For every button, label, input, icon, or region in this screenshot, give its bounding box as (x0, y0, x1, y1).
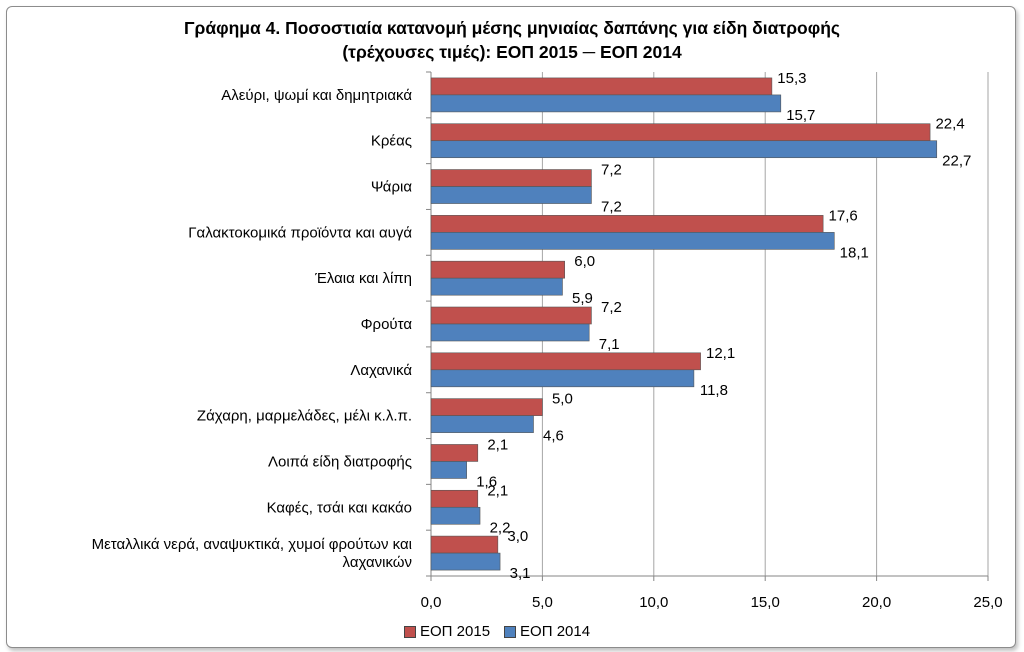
data-label-2014: 3,1 (510, 565, 531, 582)
category-label: Λοιπά είδη διατροφής (268, 453, 412, 470)
data-label-2014: 11,8 (700, 382, 728, 399)
category-label: Έλαια και λίπη (314, 270, 412, 287)
data-label-2014: 7,2 (601, 199, 622, 216)
data-label-2014: 4,6 (543, 428, 564, 445)
x-tick-label: 10,0 (639, 594, 668, 611)
bar-2014 (430, 140, 938, 159)
x-tick-label: 0,0 (421, 594, 442, 611)
data-label-2015: 7,2 (601, 162, 622, 179)
bar-2015 (430, 535, 499, 554)
data-label-2015: 2,1 (487, 436, 508, 453)
legend-label-2014: ΕΟΠ 2014 (520, 623, 591, 640)
data-label-2015: 5,0 (552, 391, 573, 408)
data-label-2014: 7,1 (599, 336, 620, 353)
data-label-2014: 15,7 (786, 107, 815, 124)
data-label-2015: 6,0 (574, 253, 595, 270)
category-label: Κρέας (371, 133, 412, 150)
bar-2014 (430, 277, 563, 296)
legend-swatch-2015 (404, 625, 416, 638)
category-label: Λαχανικά (350, 362, 412, 379)
category-label: Φρούτα (361, 316, 413, 333)
bar-2014 (430, 369, 695, 388)
bar-2015 (430, 123, 931, 142)
data-label-2015: 3,0 (507, 528, 528, 545)
category-label: Καφές, τσάι και κακάο (267, 499, 412, 516)
bar-2015 (430, 398, 543, 416)
category-label: λαχανικών (343, 554, 412, 571)
bar-2014 (430, 186, 592, 204)
category-label: Ψάρια (371, 179, 412, 196)
bar-2014 (430, 552, 501, 571)
category-label: Αλεύρι, ψωμί και δημητριακά (221, 87, 412, 104)
chart-title: Γράφημα 4. Ποσοστιαία κατανομή μέσης μην… (0, 16, 1024, 64)
legend: ΕΟΠ 2015 ΕΟΠ 2014 (404, 623, 604, 640)
bar-2015 (430, 77, 773, 96)
data-label-2014: 2,2 (490, 519, 511, 536)
data-label-2014: 22,7 (942, 153, 971, 170)
legend-item-2014: ΕΟΠ 2014 (504, 623, 590, 640)
data-label-2015: 17,6 (829, 207, 858, 224)
data-label-2015: 7,2 (601, 299, 622, 316)
legend-item-2015: ΕΟΠ 2015 (404, 623, 490, 640)
data-label-2015: 2,1 (487, 482, 508, 499)
x-tick-label: 15,0 (751, 594, 780, 611)
category-label: Ζάχαρη, μαρμελάδες, μέλι κ.λ.π. (197, 408, 412, 425)
bar-2014 (430, 323, 590, 342)
x-tick-label: 20,0 (862, 594, 891, 611)
data-label-2014: 1,6 (476, 473, 497, 490)
x-tick-label: 25,0 (973, 594, 1002, 611)
data-label-2015: 15,3 (777, 70, 806, 87)
bar-2014 (430, 94, 782, 113)
category-label: Μεταλλικά νερά, αναψυκτικά, χυμοί φρούτω… (92, 536, 412, 553)
chart-title-line1: Γράφημα 4. Ποσοστιαία κατανομή μέσης μην… (183, 18, 841, 38)
bar-2015 (430, 444, 479, 462)
bar-2014 (430, 506, 481, 525)
legend-swatch-2014 (504, 625, 517, 638)
data-label-2014: 18,1 (840, 244, 869, 261)
bar-2015 (430, 260, 565, 279)
bar-2014 (430, 461, 467, 479)
data-label-2014: 5,9 (572, 290, 593, 307)
bar-2015 (430, 489, 479, 508)
bar-2014 (430, 232, 835, 250)
data-label-2015: 12,1 (706, 345, 735, 362)
data-label-2015: 22,4 (935, 116, 964, 133)
bar-2015 (430, 352, 701, 371)
chart-title-line2: (τρέχουσες τιμές): ΕΟΠ 2015 ─ ΕΟΠ 2014 (342, 42, 682, 62)
bar-2014 (430, 415, 534, 433)
x-tick-label: 5,0 (532, 594, 553, 611)
legend-label-2015: ΕΟΠ 2015 (420, 623, 491, 640)
category-label: Γαλακτοκομικά προϊόντα και αυγά (188, 224, 412, 241)
bar-2015 (430, 306, 592, 325)
bar-2015 (430, 215, 824, 233)
bar-2015 (430, 169, 592, 187)
